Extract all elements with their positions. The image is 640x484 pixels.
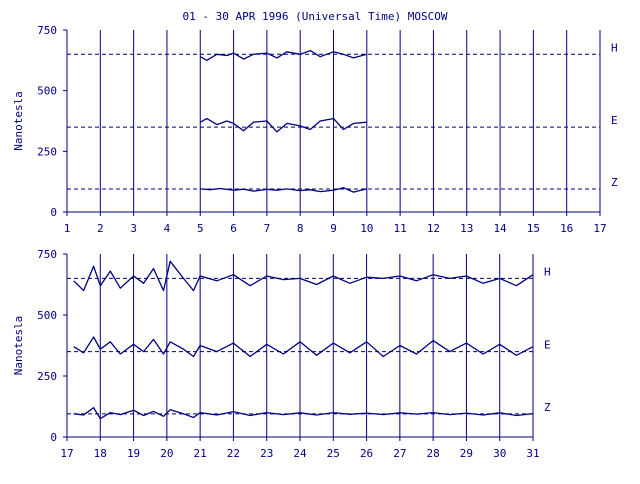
x-tick-label: 22 bbox=[227, 447, 240, 460]
x-tick-label: 21 bbox=[194, 447, 207, 460]
x-tick-label: 17 bbox=[593, 222, 606, 235]
x-tick-label: 4 bbox=[164, 222, 171, 235]
y-tick-label: 750 bbox=[37, 248, 57, 261]
panel-bottom: 17 18 19 20 21 22 23 24 25 26 27 28 29 30 31 0 250 500 750… bbox=[12, 248, 551, 460]
x-tick-label: 18 bbox=[94, 447, 107, 460]
x-tick-label: 29 bbox=[460, 447, 473, 460]
series-line-e bbox=[73, 336, 534, 358]
x-tick-label: 23 bbox=[260, 447, 273, 460]
series-line-h bbox=[73, 260, 534, 292]
component-label-e: E bbox=[611, 114, 618, 127]
y-tick-label: 500 bbox=[37, 85, 57, 98]
x-tick-label: 3 bbox=[130, 222, 137, 235]
x-tick-label: 7 bbox=[264, 222, 271, 235]
y-axis-label: Nanotesla bbox=[12, 91, 25, 151]
component-label-z: Z bbox=[611, 176, 618, 189]
chart-title: 01 - 30 APR 1996 (Universal Time) MOSCOW bbox=[183, 10, 448, 23]
x-tick-label: 12 bbox=[427, 222, 440, 235]
x-tick-label: 16 bbox=[560, 222, 573, 235]
x-tick-label: 2 bbox=[97, 222, 104, 235]
y-tick-label: 0 bbox=[50, 206, 57, 219]
x-tick-label: 15 bbox=[527, 222, 540, 235]
panel-top: 1 2 3 4 5 6 7 8 9 10 11 12 13 14 15 16 170250500750Nanot… bbox=[12, 24, 618, 235]
series-line-z bbox=[73, 407, 534, 420]
x-tick-label: 6 bbox=[230, 222, 237, 235]
x-tick-label: 13 bbox=[460, 222, 473, 235]
y-axis-label: Nanotesla bbox=[12, 316, 25, 376]
x-tick-label: 19 bbox=[127, 447, 140, 460]
x-tick-label: 8 bbox=[297, 222, 304, 235]
x-tick-label: 5 bbox=[197, 222, 204, 235]
x-tick-label: 10 bbox=[360, 222, 373, 235]
x-tick-label: 27 bbox=[393, 447, 406, 460]
y-tick-label: 500 bbox=[37, 309, 57, 322]
x-tick-label: 17 bbox=[60, 447, 73, 460]
series-line-z bbox=[200, 187, 367, 193]
x-tick-label: 9 bbox=[330, 222, 337, 235]
x-tick-label: 28 bbox=[427, 447, 440, 460]
series-line-h bbox=[199, 49, 367, 61]
component-label-h: H bbox=[611, 41, 618, 54]
component-label-h: H bbox=[544, 265, 551, 278]
series-line-e bbox=[199, 117, 367, 133]
x-tick-label: 30 bbox=[493, 447, 506, 460]
x-tick-label: 20 bbox=[160, 447, 173, 460]
x-tick-label: 24 bbox=[293, 447, 307, 460]
x-tick-label: 25 bbox=[327, 447, 340, 460]
y-tick-label: 250 bbox=[37, 145, 57, 158]
y-tick-label: 750 bbox=[37, 24, 57, 37]
y-tick-label: 0 bbox=[50, 431, 57, 444]
component-label-e: E bbox=[544, 339, 551, 352]
y-tick-label: 250 bbox=[37, 370, 57, 383]
x-tick-label: 26 bbox=[360, 447, 373, 460]
x-tick-label: 31 bbox=[526, 447, 539, 460]
component-label-z: Z bbox=[544, 401, 551, 414]
x-tick-label: 11 bbox=[394, 222, 407, 235]
x-tick-label: 1 bbox=[64, 222, 71, 235]
x-tick-label: 14 bbox=[493, 222, 507, 235]
